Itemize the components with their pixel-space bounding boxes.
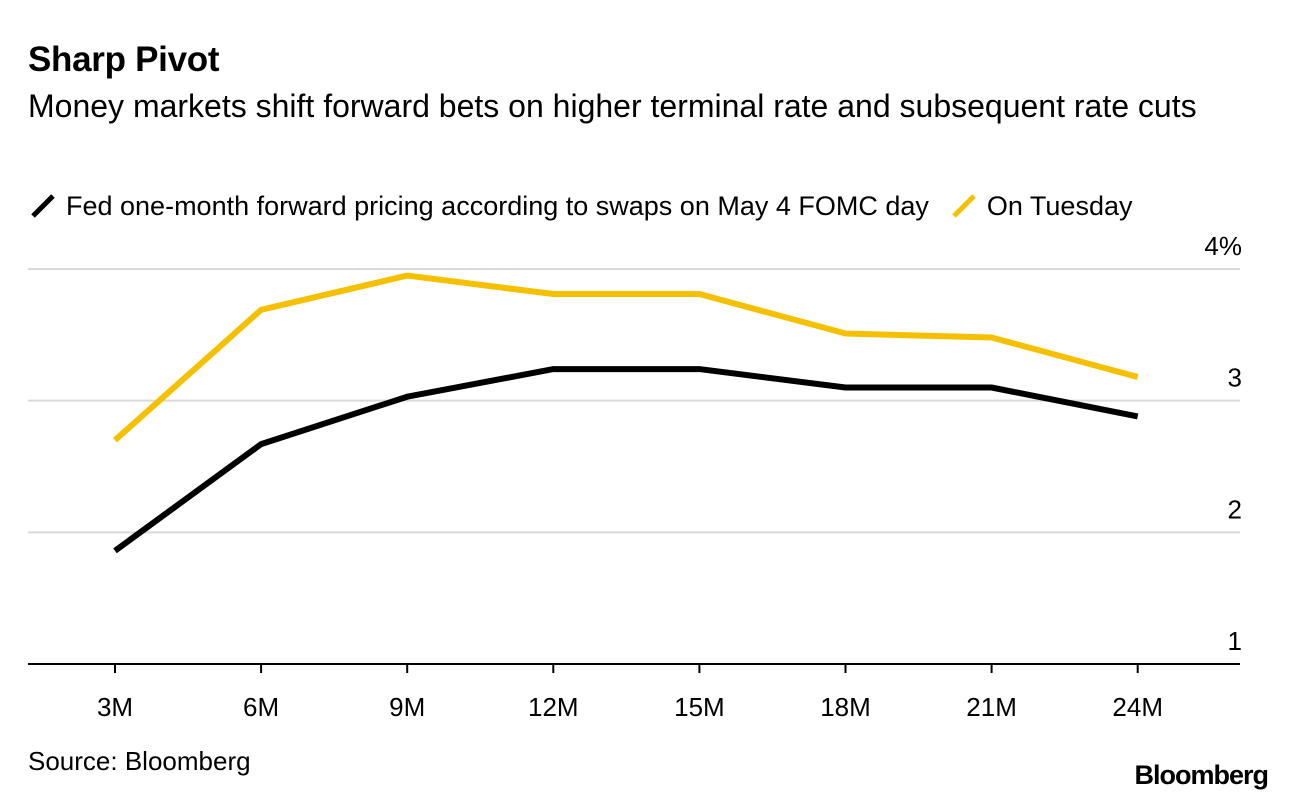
chart-title: Sharp Pivot	[28, 40, 220, 79]
x-tick-label: 24M	[1112, 692, 1163, 722]
legend-label-tuesday: On Tuesday	[986, 190, 1133, 221]
y-tick-label: 1	[1228, 626, 1242, 656]
legend: Fed one-month forward pricing according …	[28, 186, 1152, 226]
x-tick-label: 6M	[243, 692, 279, 722]
source-note: Source: Bloomberg	[28, 746, 251, 776]
bloomberg-logo: Bloomberg	[1134, 760, 1269, 790]
x-tick-label: 12M	[528, 692, 579, 722]
legend-swatch-black-line-icon	[31, 194, 55, 218]
x-tick-label: 18M	[820, 692, 871, 722]
grid-layer	[28, 268, 1240, 534]
legend-item-tuesday: On Tuesday	[949, 190, 1133, 222]
y-tick-label: 2	[1228, 494, 1242, 524]
chart-subtitle: Money markets shift forward bets on high…	[28, 88, 1197, 124]
legend-swatch-yellow-line-icon	[952, 194, 976, 218]
x-tick-label: 9M	[389, 692, 425, 722]
legend-item-fomc-day: Fed one-month forward pricing according …	[28, 191, 929, 222]
legend-label-fomc-day: Fed one-month forward pricing according …	[66, 190, 929, 221]
y-tick-label: 4%	[1204, 231, 1242, 261]
y-tick-label: 3	[1228, 363, 1242, 393]
y-axis-labels: 4% 3 2 1	[1204, 231, 1242, 656]
series-line-1	[113, 272, 1139, 443]
x-axis-labels: 3M 6M 9M 12M 15M 18M 21M 24M	[97, 692, 1163, 722]
x-tick-label: 3M	[97, 692, 133, 722]
series-layer	[113, 272, 1139, 554]
x-axis	[28, 663, 1240, 673]
series-line-0	[113, 366, 1139, 554]
x-tick-label: 21M	[966, 692, 1017, 722]
x-tick-label: 15M	[674, 692, 725, 722]
